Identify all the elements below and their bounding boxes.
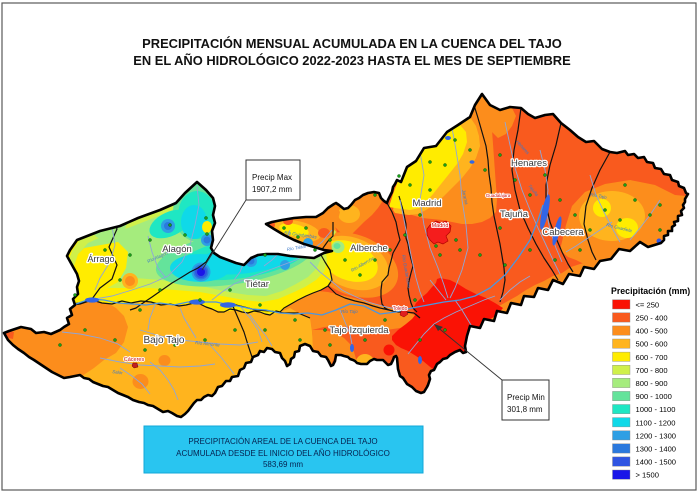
svg-text:Tajo Izquierda: Tajo Izquierda xyxy=(329,325,389,336)
svg-text:800 - 900: 800 - 900 xyxy=(636,379,668,388)
svg-text:Precipitación (mm): Precipitación (mm) xyxy=(611,286,690,296)
svg-text:Alagón: Alagón xyxy=(162,244,192,255)
svg-text:Río Guadarrama: Río Guadarrama xyxy=(401,254,412,288)
svg-text:Toledo: Toledo xyxy=(393,306,408,312)
svg-text:301,8 mm: 301,8 mm xyxy=(507,405,543,414)
svg-text:Precip Max: Precip Max xyxy=(252,173,292,182)
svg-text:Bajo Tajo: Bajo Tajo xyxy=(144,335,185,346)
svg-text:1400 - 1500: 1400 - 1500 xyxy=(636,458,677,467)
svg-text:Jarama: Jarama xyxy=(461,188,469,205)
svg-text:PRECIPITACIÓN AREAL DE LA CUEN: PRECIPITACIÓN AREAL DE LA CUENCA DEL TAJ… xyxy=(188,437,377,446)
svg-text:PRECIPITACIÓN MENSUAL ACUMULAD: PRECIPITACIÓN MENSUAL ACUMULADA EN LA CU… xyxy=(142,36,562,51)
svg-text:Alberche: Alberche xyxy=(350,243,388,254)
svg-text:Río Almonte: Río Almonte xyxy=(195,340,220,348)
svg-text:> 1500: > 1500 xyxy=(636,471,659,480)
svg-text:1200 - 1300: 1200 - 1300 xyxy=(636,431,677,440)
svg-text:Madrid: Madrid xyxy=(432,223,449,229)
svg-text:Tiétar: Tiétar xyxy=(245,279,269,290)
svg-text:600 - 700: 600 - 700 xyxy=(636,353,668,362)
svg-text:Precip Min: Precip Min xyxy=(507,393,545,402)
svg-text:Río Tajo: Río Tajo xyxy=(341,309,358,314)
svg-text:900 - 1000: 900 - 1000 xyxy=(636,392,672,401)
svg-text:Río Guadyerbas: Río Guadyerbas xyxy=(284,230,318,240)
svg-text:Río Tajo: Río Tajo xyxy=(590,192,608,200)
svg-text:ACUMULADA DESDE EL INICIO DEL: ACUMULADA DESDE EL INICIO DEL AÑO HIDROL… xyxy=(176,449,390,458)
svg-text:1000 - 1100: 1000 - 1100 xyxy=(636,405,676,414)
svg-text:<= 250: <= 250 xyxy=(636,300,660,309)
svg-text:Salor: Salor xyxy=(112,369,124,375)
svg-text:250 - 400: 250 - 400 xyxy=(636,314,668,323)
svg-text:500 - 600: 500 - 600 xyxy=(636,340,668,349)
svg-text:Árrago: Árrago xyxy=(87,254,114,264)
svg-text:Tajuña: Tajuña xyxy=(500,209,529,220)
svg-text:Henares: Henares xyxy=(511,158,547,169)
svg-text:Río Guadiela: Río Guadiela xyxy=(606,222,633,233)
svg-text:1100 - 1200: 1100 - 1200 xyxy=(636,418,676,427)
svg-text:Madrid: Madrid xyxy=(412,198,441,209)
svg-text:Guadalajara: Guadalajara xyxy=(486,193,511,198)
svg-text:583,69 mm: 583,69 mm xyxy=(263,460,303,469)
svg-text:700 - 800: 700 - 800 xyxy=(636,366,668,375)
svg-text:Río Tiétar: Río Tiétar xyxy=(286,244,307,252)
svg-text:1907,2 mm: 1907,2 mm xyxy=(252,185,292,194)
svg-text:EN EL AÑO HIDROLÓGICO 2022-202: EN EL AÑO HIDROLÓGICO 2022-2023 HASTA EL… xyxy=(133,53,571,68)
svg-text:Cáceres: Cáceres xyxy=(124,357,145,363)
svg-text:400 - 500: 400 - 500 xyxy=(636,327,668,336)
svg-text:Cabecera: Cabecera xyxy=(542,227,584,238)
svg-text:1300 - 1400: 1300 - 1400 xyxy=(636,445,677,454)
